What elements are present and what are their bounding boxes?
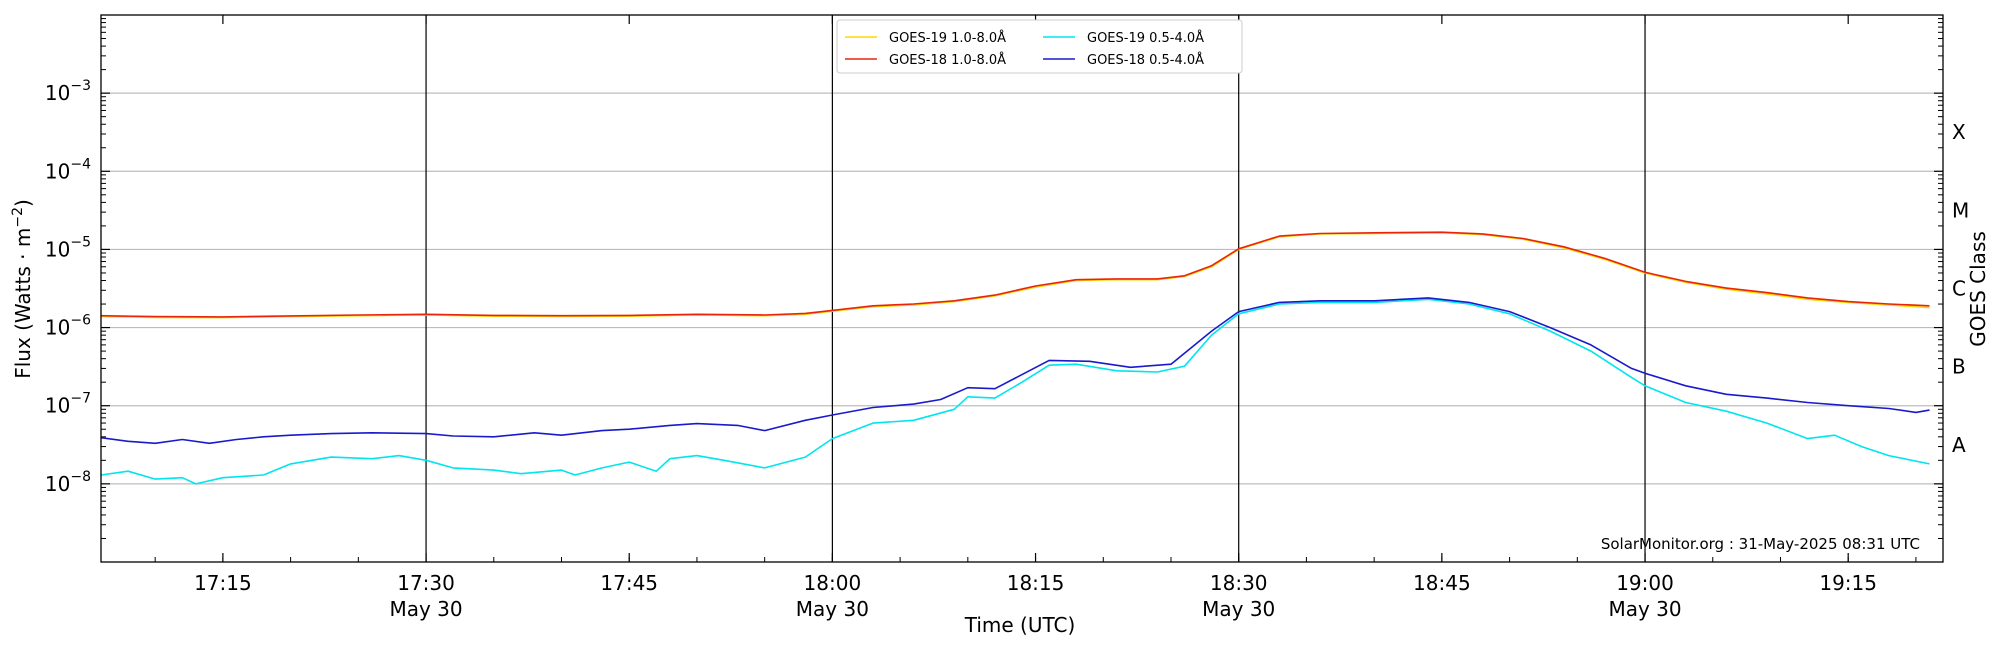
series-line-goes-19-0-5-4-0 [100, 298, 1930, 485]
x-tick-label: 18:45 [1413, 571, 1471, 595]
y-axis-label-main: Flux (Watts · m [11, 228, 35, 379]
credit-text: SolarMonitor.org : 31-May-2025 08:31 UTC [1601, 535, 1920, 553]
series-lines [100, 231, 1930, 485]
grid-lines [101, 92, 1943, 485]
legend-label: GOES-19 1.0-8.0Å [889, 30, 1006, 46]
x-axis-label: Time (UTC) [964, 613, 1076, 637]
legend-label: GOES-19 0.5-4.0Å [1087, 30, 1204, 46]
x-tick-label: 17:30 [397, 571, 455, 595]
x-tick-date-label: May 30 [796, 597, 869, 621]
y-axis-label-superscript: −2 [10, 207, 26, 228]
y-axis-label: Flux (Watts · m−2) [10, 199, 35, 379]
x-tick-date-label: May 30 [1202, 597, 1275, 621]
y-tick-label: 10−4 [45, 156, 91, 183]
series-line-goes-18-0-5-4-0 [100, 297, 1930, 445]
x-tick-date-label: May 30 [389, 597, 462, 621]
goes-class-a: A [1952, 433, 1966, 457]
y-tick-base: 10 [45, 159, 70, 183]
legend: GOES-19 1.0-8.0Å GOES-18 1.0-8.0Å GOES-19 … [836, 19, 1243, 74]
x-tick-label: 19:15 [1819, 571, 1877, 595]
y-tick-label: 10−6 [45, 313, 91, 340]
y-tick-base: 10 [45, 394, 70, 418]
y-tick-base: 10 [45, 472, 70, 496]
x-tick-label: 18:00 [804, 571, 862, 595]
date-boundary-lines [425, 15, 1646, 562]
y-tick-exponent: −3 [70, 78, 91, 94]
y-tick-label: 10−8 [45, 469, 91, 496]
y-tick-label: 10−3 [45, 78, 91, 105]
goes-class-m: M [1952, 198, 1969, 222]
x-tick-label: 18:30 [1210, 571, 1268, 595]
y-tick-exponent: −4 [70, 156, 91, 172]
series-line-goes-18-1-0-8-0 [100, 231, 1930, 318]
y-axis-ticks: 10−810−710−610−510−410−3 [45, 18, 1943, 539]
y-tick-exponent: −7 [70, 391, 91, 407]
goes-class-labels: A B C M X [1952, 120, 1969, 457]
goes-class-axis-label: GOES Class [1966, 231, 1990, 347]
y-tick-exponent: −6 [70, 313, 91, 329]
y-tick-exponent: −5 [70, 234, 91, 250]
goes-class-x: X [1952, 120, 1966, 144]
x-tick-label: 17:45 [600, 571, 658, 595]
goes-class-b: B [1952, 355, 1966, 379]
y-tick-base: 10 [45, 237, 70, 261]
y-tick-base: 10 [45, 81, 70, 105]
y-tick-label: 10−5 [45, 234, 91, 261]
goes-class-c: C [1952, 277, 1966, 301]
y-tick-label: 10−7 [45, 391, 91, 418]
plot-frame [100, 14, 1944, 563]
legend-label: GOES-18 1.0-8.0Å [889, 52, 1006, 68]
legend-box [836, 19, 1243, 74]
x-tick-label: 18:15 [1007, 571, 1065, 595]
x-tick-label: 19:00 [1616, 571, 1674, 595]
y-tick-exponent: −8 [70, 469, 91, 485]
x-tick-label: 17:15 [194, 571, 252, 595]
y-axis-label-close: ) [11, 199, 35, 207]
legend-label: GOES-18 0.5-4.0Å [1087, 52, 1204, 68]
y-tick-base: 10 [45, 316, 70, 340]
x-tick-date-label: May 30 [1608, 597, 1681, 621]
